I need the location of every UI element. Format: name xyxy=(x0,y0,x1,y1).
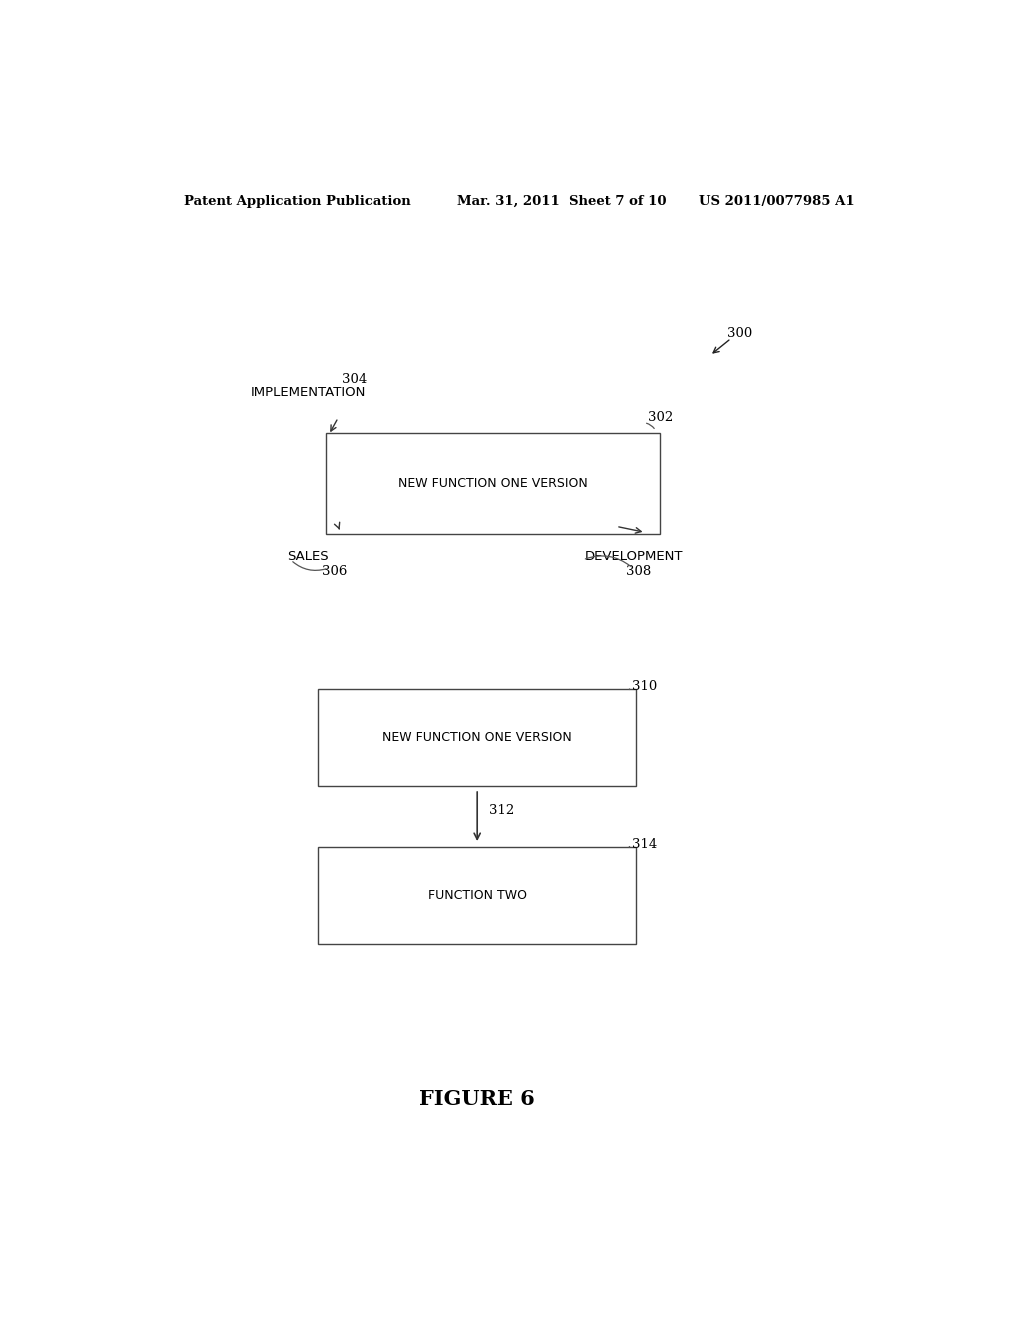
Text: 314: 314 xyxy=(632,838,657,851)
Bar xyxy=(318,847,636,944)
Text: 300: 300 xyxy=(727,327,753,339)
Text: 306: 306 xyxy=(323,565,348,578)
Text: Mar. 31, 2011  Sheet 7 of 10: Mar. 31, 2011 Sheet 7 of 10 xyxy=(458,194,667,207)
Text: NEW FUNCTION ONE VERSION: NEW FUNCTION ONE VERSION xyxy=(398,477,588,490)
Text: 308: 308 xyxy=(627,565,651,578)
Text: 302: 302 xyxy=(648,411,673,424)
Text: NEW FUNCTION ONE VERSION: NEW FUNCTION ONE VERSION xyxy=(382,731,572,744)
Text: FIGURE 6: FIGURE 6 xyxy=(419,1089,536,1109)
Text: 304: 304 xyxy=(342,374,368,387)
Text: SALES: SALES xyxy=(287,550,329,564)
Text: 312: 312 xyxy=(489,804,514,817)
Text: 310: 310 xyxy=(632,680,657,693)
Text: FUNCTION TWO: FUNCTION TWO xyxy=(428,888,526,902)
Text: US 2011/0077985 A1: US 2011/0077985 A1 xyxy=(699,194,855,207)
Text: Patent Application Publication: Patent Application Publication xyxy=(183,194,411,207)
Text: DEVELOPMENT: DEVELOPMENT xyxy=(585,550,683,564)
Text: IMPLEMENTATION: IMPLEMENTATION xyxy=(251,385,367,399)
Bar xyxy=(318,689,636,785)
Bar xyxy=(327,433,659,535)
